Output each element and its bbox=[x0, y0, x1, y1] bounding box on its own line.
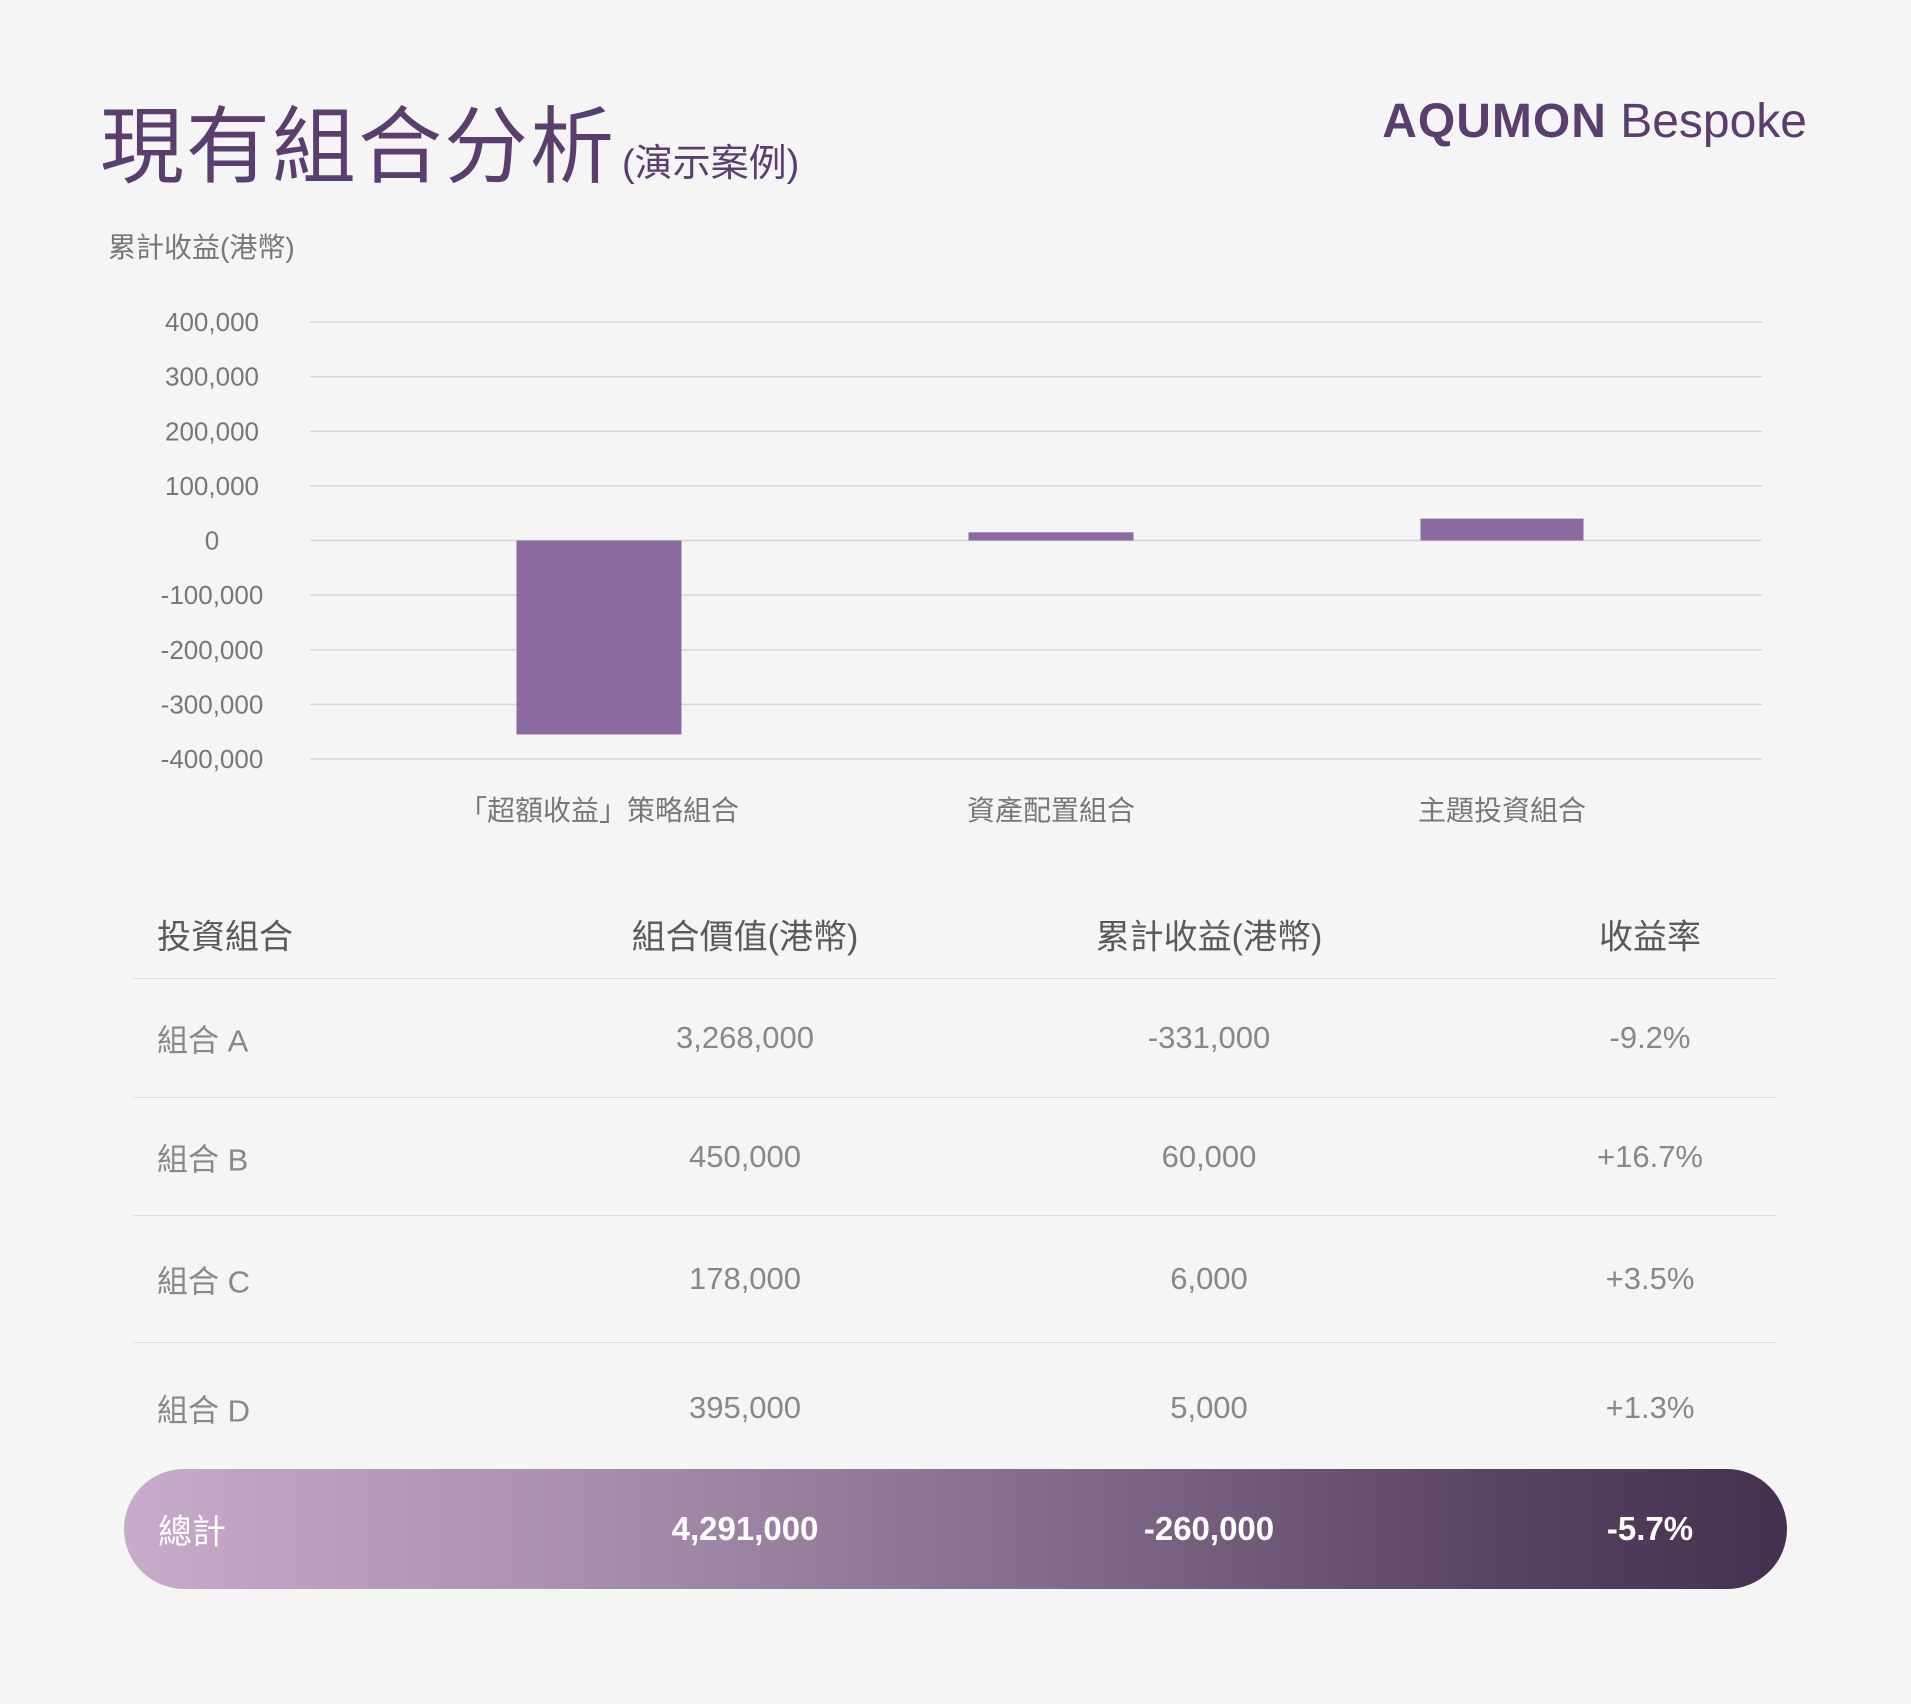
row-value: 450,000 bbox=[688, 1138, 802, 1174]
brand-name: AQUMON bbox=[1382, 95, 1607, 148]
y-tick-label: -100,000 bbox=[161, 580, 264, 610]
brand-logo: AQUMON Bespoke bbox=[1382, 94, 1807, 149]
category-label: 主題投資組合 bbox=[1418, 795, 1586, 826]
category-label: 「超額收益」策略組合 bbox=[459, 795, 739, 826]
row-portfolio: 組合 B bbox=[157, 1142, 249, 1177]
table-row: 組合 A 3,268,000 -331,000 -9.2% bbox=[133, 979, 1776, 1098]
total-row: 總計 4,291,000 -260,000 -5.7% bbox=[124, 1469, 1787, 1589]
bar bbox=[968, 532, 1134, 541]
row-return: 6,000 bbox=[1170, 1261, 1248, 1296]
row-value: 3,268,000 bbox=[676, 1020, 814, 1055]
total-label: 總計 bbox=[158, 1513, 226, 1552]
bar bbox=[1420, 518, 1584, 541]
row-rate: +3.5% bbox=[1605, 1261, 1695, 1296]
x-axis-categories: 「超額收益」策略組合 資產配置組合 主題投資組合 bbox=[459, 795, 1586, 826]
row-portfolio: 組合 D bbox=[157, 1393, 250, 1429]
table-row: 組合 C 178,000 6,000 +3.5% bbox=[133, 1216, 1776, 1343]
y-tick-label: 200,000 bbox=[165, 416, 259, 446]
header-value: 組合價值(港幣) bbox=[631, 918, 859, 957]
header-rate: 收益率 bbox=[1599, 918, 1701, 957]
row-portfolio: 組合 A bbox=[157, 1023, 249, 1059]
y-tick-label: 400,000 bbox=[165, 307, 259, 337]
table-header: 投資組合 組合價值(港幣) 累計收益(港幣) 收益率 bbox=[133, 890, 1776, 979]
y-tick-label: -300,000 bbox=[161, 689, 264, 719]
bar-chart: 400,000 300,000 200,000 100,000 0 -100,000 -20… bbox=[161, 307, 1762, 826]
table-row: 組合 B 450,000 60,000 +16.7% bbox=[133, 1098, 1776, 1216]
row-return: 60,000 bbox=[1161, 1138, 1257, 1174]
table-row: 組合 D 395,000 5,000 +1.3% bbox=[133, 1343, 1776, 1473]
row-rate: +1.3% bbox=[1605, 1390, 1695, 1425]
row-value: 178,000 bbox=[688, 1261, 802, 1296]
page-title: 現有組合分析 (演示案例) bbox=[100, 80, 799, 201]
row-rate: -9.2% bbox=[1609, 1020, 1691, 1055]
y-tick-label: 300,000 bbox=[165, 362, 259, 392]
header-return: 累計收益(港幣) bbox=[1095, 918, 1323, 957]
y-tick-label: 100,000 bbox=[165, 471, 259, 501]
y-tick-label: 0 bbox=[205, 526, 219, 556]
total-return: -260,000 bbox=[1143, 1510, 1275, 1547]
title-subtitle: (演示案例) bbox=[622, 143, 800, 185]
total-rate: -5.7% bbox=[1606, 1510, 1694, 1547]
header-portfolio: 投資組合 bbox=[157, 918, 293, 957]
row-value: 395,000 bbox=[688, 1390, 802, 1425]
category-label: 資產配置組合 bbox=[967, 795, 1135, 826]
y-axis-ticks: 400,000 300,000 200,000 100,000 0 -100,000 -20… bbox=[161, 307, 264, 774]
title-main: 現有組合分析 bbox=[100, 100, 617, 194]
row-return: 5,000 bbox=[1170, 1390, 1248, 1425]
total-value: 4,291,000 bbox=[671, 1510, 819, 1547]
row-portfolio: 組合 C bbox=[157, 1264, 250, 1300]
y-tick-label: -200,000 bbox=[161, 635, 264, 665]
y-tick-label: -400,000 bbox=[161, 744, 264, 774]
row-return: -331,000 bbox=[1147, 1020, 1271, 1055]
portfolio-table: 投資組合 組合價值(港幣) 累計收益(港幣) 收益率 組合 A 3,268,00… bbox=[133, 890, 1776, 1473]
chart-bars bbox=[516, 518, 1584, 735]
y-axis-label: 累計收益(港幣) bbox=[108, 232, 295, 263]
row-rate: +16.7% bbox=[1596, 1138, 1704, 1174]
bar bbox=[516, 540, 682, 735]
brand-product: Bespoke bbox=[1620, 95, 1807, 148]
